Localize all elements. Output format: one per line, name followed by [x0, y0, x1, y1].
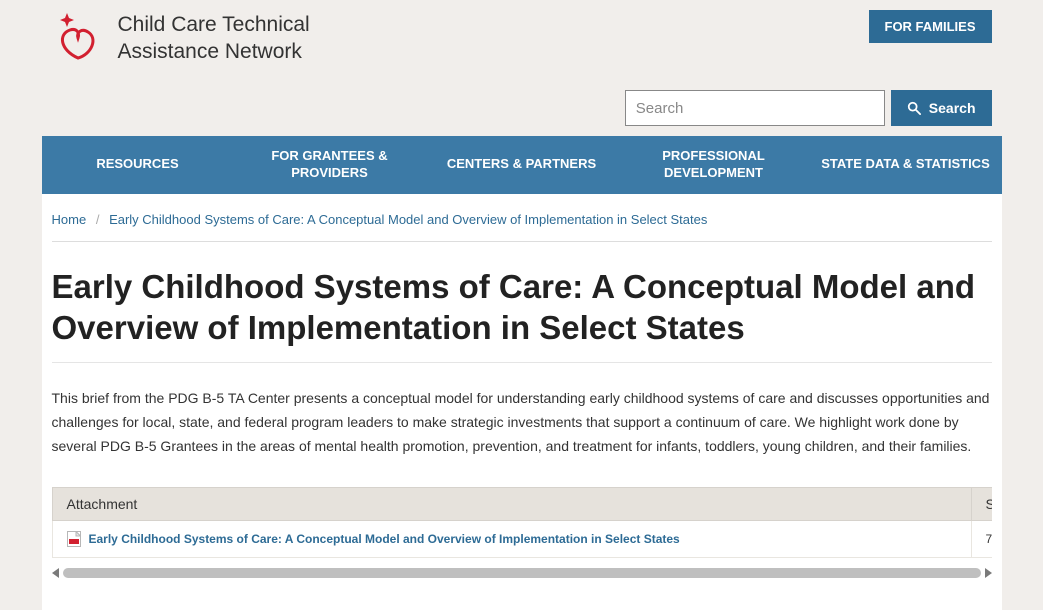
table-row: Early Childhood Systems of Care: A Conce… — [52, 520, 992, 557]
scroll-track — [63, 568, 981, 578]
breadcrumb-home[interactable]: Home — [52, 212, 87, 227]
col-attachment: Attachment — [52, 487, 971, 520]
main-nav: RESOURCES FOR GRANTEES & PROVIDERS CENTE… — [42, 136, 1002, 194]
attachment-link[interactable]: Early Childhood Systems of Care: A Conce… — [89, 532, 680, 546]
page-title: Early Childhood Systems of Care: A Conce… — [52, 242, 992, 364]
col-size: Size — [971, 487, 992, 520]
pdf-icon — [67, 531, 81, 547]
for-families-button[interactable]: FOR FAMILIES — [869, 10, 992, 43]
nav-professional-development[interactable]: PROFESSIONAL DEVELOPMENT — [618, 136, 810, 194]
scroll-left-icon — [52, 568, 59, 578]
page-body-text: This brief from the PDG B-5 TA Center pr… — [52, 387, 992, 458]
nav-centers-partners[interactable]: CENTERS & PARTNERS — [426, 144, 618, 185]
attachment-size: 711.38 KB — [971, 520, 992, 557]
site-title: Child Care Technical Assistance Network — [118, 11, 310, 66]
attachments-scroll[interactable]: Attachment Size — [52, 487, 992, 558]
search-icon — [907, 101, 921, 115]
search-button-label: Search — [929, 100, 976, 116]
scroll-right-icon — [985, 568, 992, 578]
search-input[interactable] — [625, 90, 885, 126]
horizontal-scrollbar[interactable] — [52, 566, 992, 580]
search-button[interactable]: Search — [891, 90, 992, 126]
nav-grantees-providers[interactable]: FOR GRANTEES & PROVIDERS — [234, 136, 426, 194]
nav-state-data-statistics[interactable]: STATE DATA & STATISTICS — [810, 144, 1002, 185]
attachments-table: Attachment Size — [52, 487, 992, 558]
logo-heart-icon — [52, 10, 104, 66]
nav-resources[interactable]: RESOURCES — [42, 144, 234, 185]
breadcrumb-current: Early Childhood Systems of Care: A Conce… — [109, 212, 707, 227]
breadcrumb-separator: / — [96, 212, 100, 227]
site-brand[interactable]: Child Care Technical Assistance Network — [52, 10, 310, 66]
breadcrumb: Home / Early Childhood Systems of Care: … — [52, 194, 992, 242]
